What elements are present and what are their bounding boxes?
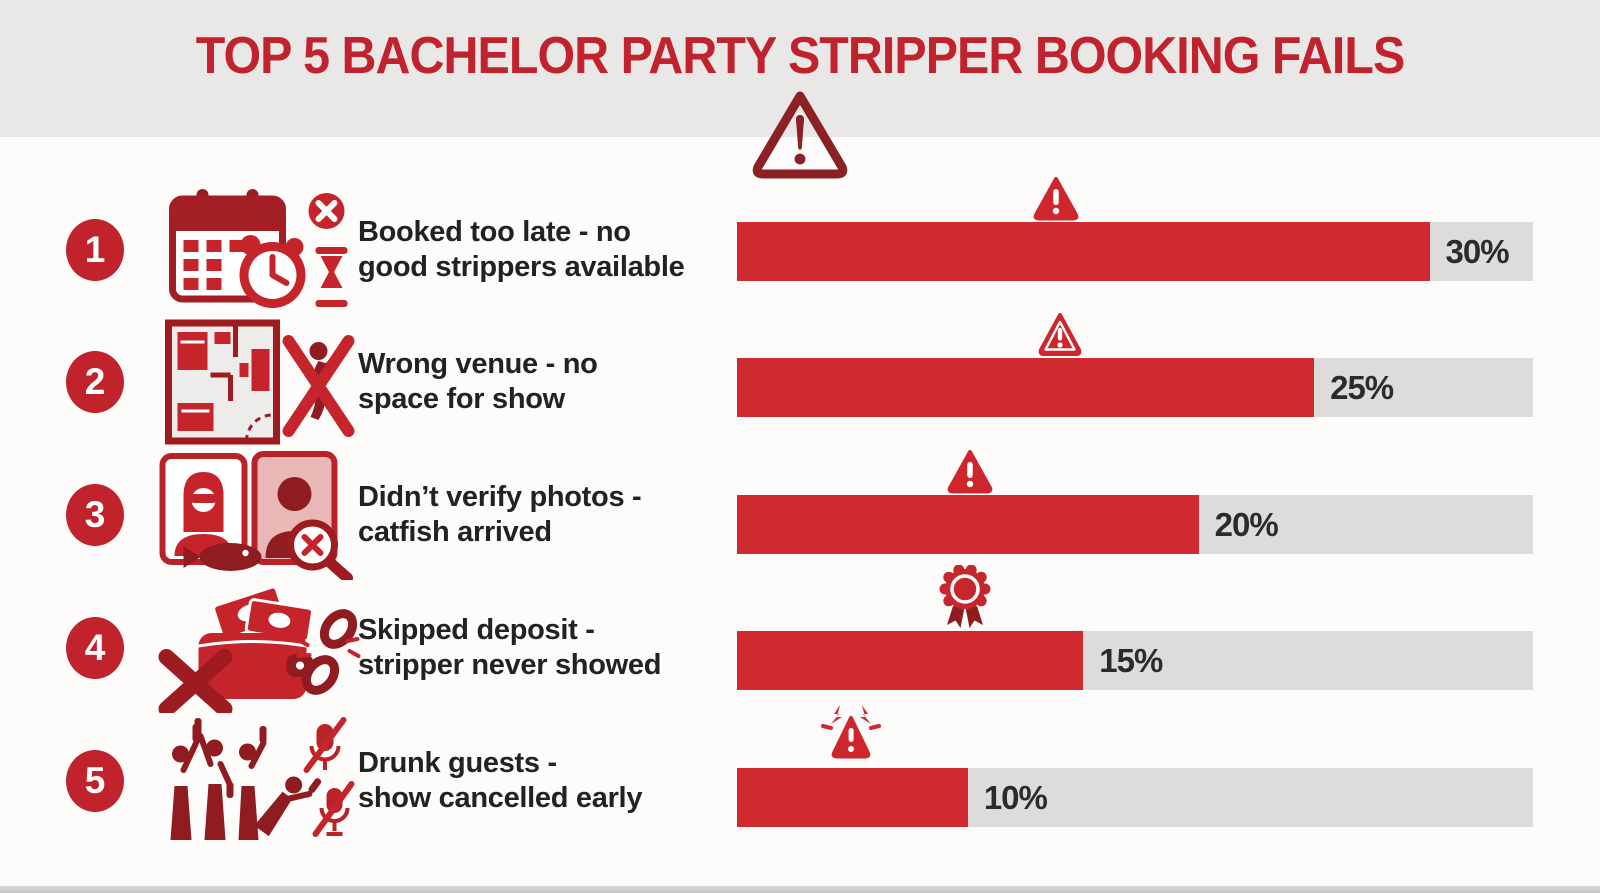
bar-didnt-verify-photos: 20% — [737, 495, 1533, 554]
rank-badge-1: 1 — [66, 219, 124, 281]
bar-fill — [737, 222, 1430, 281]
warning-triangle-outlined-icon — [1037, 311, 1083, 357]
alert-triangle-sparks-icon — [819, 700, 883, 764]
bar-wrong-venue: 25% — [737, 358, 1533, 417]
row-2: 2 Wrong venue - no space for show — [60, 317, 730, 447]
rank-badge-2: 2 — [66, 351, 124, 413]
row-3-label-line1: Didn’t verify photos - — [358, 481, 642, 513]
row-2-label-line2: space for show — [358, 383, 565, 415]
row-3-label-line2: catfish arrived — [358, 516, 552, 548]
row-3-label: Didn’t verify photos - catfish arrived — [358, 450, 642, 580]
bar-fill — [737, 631, 1084, 690]
row-5-label-line1: Drunk guests - — [358, 747, 557, 779]
warning-triangle-outline-icon — [750, 88, 850, 180]
page-title: TOP 5 BACHELOR PARTY STRIPPER BOOKING FA… — [195, 27, 1406, 85]
profile-photos-catfish-icon — [148, 450, 363, 580]
bar-skipped-deposit: 15% — [737, 631, 1533, 690]
row-4-label: Skipped deposit - stripper never showed — [358, 583, 661, 713]
row-4: 4 Skipped deposit - stripper never — [60, 583, 730, 713]
bar-fill — [737, 768, 968, 827]
drunk-crowd-muted-mics-icon — [148, 716, 363, 846]
row-1-label: Booked too late - no good strippers avai… — [358, 185, 685, 315]
bar-fill — [737, 358, 1315, 417]
bar-booked-too-late: 30% — [737, 222, 1533, 281]
row-4-label-line1: Skipped deposit - — [358, 614, 595, 646]
row-5: 5 — [60, 716, 730, 846]
rank-badge-5: 5 — [66, 750, 124, 812]
row-1-label-line1: Booked too late - no — [358, 216, 631, 248]
calendar-alarm-clock-cancelled-icon — [148, 185, 363, 315]
bar-fill — [737, 495, 1199, 554]
row-1: 1 Booked too late — [60, 185, 730, 315]
row-2-label-line1: Wrong venue - no — [358, 348, 598, 380]
award-rosette-icon — [939, 565, 991, 629]
percent-label: 25% — [1330, 368, 1394, 406]
floor-plan-no-dancer-icon — [148, 317, 363, 447]
row-1-label-line2: good strippers available — [358, 251, 685, 283]
row-3: 3 Didn’t verify photos - catfish arrived — [60, 450, 730, 580]
row-5-label-line2: show cancelled early — [358, 782, 643, 814]
bar-drunk-guests: 10% — [737, 768, 1533, 827]
percent-label: 15% — [1099, 641, 1163, 679]
percent-label: 30% — [1445, 232, 1510, 270]
percent-label: 20% — [1214, 505, 1279, 543]
rank-badge-3: 3 — [66, 484, 124, 546]
warning-triangle-icon — [1032, 175, 1080, 221]
percent-label: 10% — [983, 778, 1048, 816]
warning-triangle-icon — [946, 448, 994, 494]
footer-strip — [0, 886, 1600, 893]
row-5-label: Drunk guests - show cancelled early — [358, 716, 642, 846]
rank-badge-4: 4 — [66, 617, 124, 679]
row-4-label-line2: stripper never showed — [358, 649, 662, 681]
header-band — [0, 0, 1600, 137]
wallet-no-deposit-broken-chain-icon — [148, 583, 363, 713]
row-2-label: Wrong venue - no space for show — [358, 317, 598, 447]
